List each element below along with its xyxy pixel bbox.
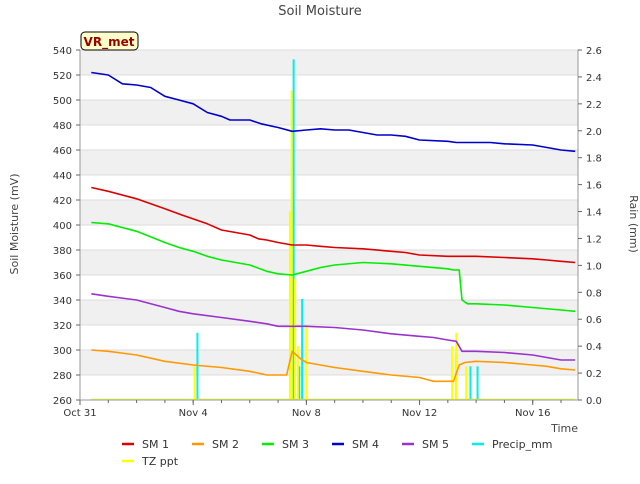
grid-band [80,100,578,125]
y2-tick-label: 1.6 [586,181,602,192]
y2-tick-label: 2.4 [586,73,602,84]
y-tick-label: 400 [53,221,72,232]
grid-band [80,200,578,225]
y2-tick-label: 2.2 [586,100,602,111]
legend-label: SM 1 [142,438,169,451]
series-line-sm-5 [91,293,576,361]
y-tick-label: 440 [53,171,72,182]
y-tick-label: 420 [53,196,72,207]
y-tick-label: 340 [53,296,72,307]
grid-band [80,150,578,175]
grid-band [80,50,578,75]
y2-tick-label: 1.8 [586,154,602,165]
station-badge-label: VR_met [84,35,135,50]
station-badge: VR_met [80,31,139,51]
x-tick-label: Nov 8 [292,408,321,419]
legend-label: Precip_mm [492,438,553,451]
y2-tick-label: 1.0 [586,261,602,272]
y2-tick-label: 2.6 [586,46,602,57]
grid-band [80,250,578,275]
legend: SM 1 SM 2 SM 3 SM 4 SM 5 Precip_mm TZ ppt [122,438,553,468]
y-tick-label: 320 [53,321,72,332]
x-axis-label: Time [550,422,578,435]
y2-tick-label: 2.0 [586,127,602,138]
y2-tick-label: 0.4 [586,342,602,353]
y2-tick-label: 0.6 [586,315,602,326]
y2-tick-label: 1.4 [586,208,602,219]
x-tick-label: Nov 12 [402,408,437,419]
y2-tick-label: 0.0 [586,396,602,407]
y-tick-label: 260 [53,396,72,407]
y-tick-label: 360 [53,271,72,282]
y-tick-label: 520 [53,71,72,82]
x-tick-label: Nov 4 [179,408,208,419]
y-tick-label: 300 [53,346,72,357]
legend-label: SM 2 [212,438,239,451]
y2-tick-label: 0.8 [586,288,602,299]
y2-tick-label: 0.2 [586,369,602,380]
y-tick-label: 280 [53,371,72,382]
y-tick-label: 480 [53,121,72,132]
legend-label: SM 5 [422,438,449,451]
y-tick-label: 500 [53,96,72,107]
y-axis-label: Soil Moisture (mV) [8,174,21,275]
legend-label: SM 4 [352,438,379,451]
y2-axis-label: Rain (mm) [627,195,640,253]
y2-tick-label: 1.2 [586,234,602,245]
y-tick-label: 460 [53,146,72,157]
series-line-sm-3 [91,221,576,313]
grid-band [80,300,578,325]
series-line-sm-1 [91,186,576,264]
legend-label: SM 3 [282,438,309,451]
series-line-sm-4 [91,71,576,153]
chart-title: Soil Moisture [278,4,362,19]
x-tick-label: Oct 31 [63,408,96,419]
legend-label: TZ ppt [141,455,179,468]
x-tick-label: Nov 16 [515,408,550,419]
y-tick-label: 380 [53,246,72,257]
y-tick-label: 540 [53,46,72,57]
series-line-sm-2 [91,349,576,383]
